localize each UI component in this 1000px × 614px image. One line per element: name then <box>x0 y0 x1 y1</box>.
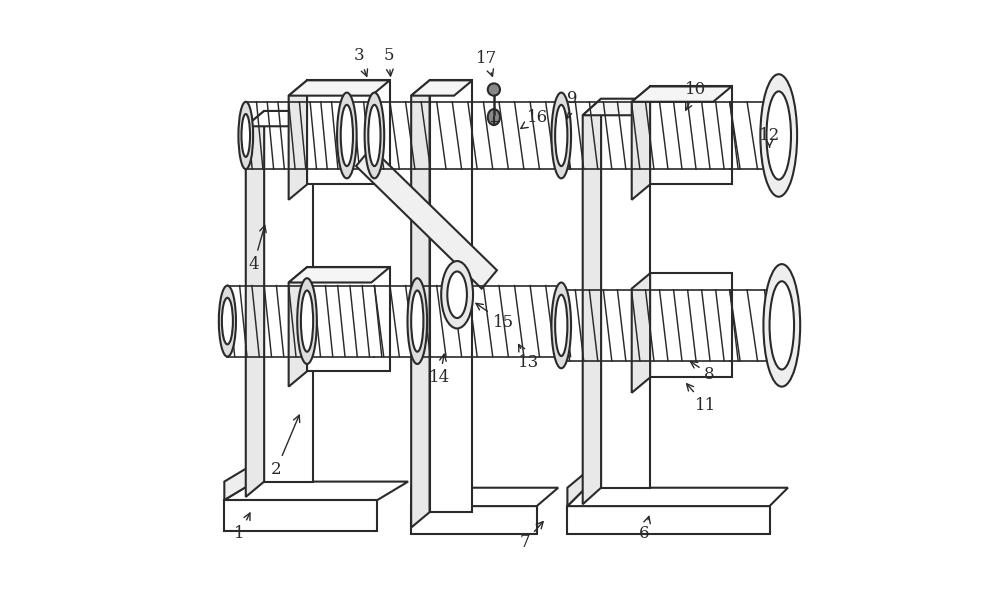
Text: 4: 4 <box>248 225 266 273</box>
Text: 17: 17 <box>476 50 497 76</box>
Polygon shape <box>583 99 650 115</box>
Ellipse shape <box>766 91 791 179</box>
Ellipse shape <box>368 105 381 166</box>
Ellipse shape <box>238 102 253 169</box>
Ellipse shape <box>337 93 357 178</box>
Polygon shape <box>289 267 307 387</box>
Polygon shape <box>307 80 390 184</box>
Ellipse shape <box>241 114 250 157</box>
Text: 11: 11 <box>687 384 716 413</box>
Text: 6: 6 <box>639 516 650 542</box>
Text: 3: 3 <box>354 47 368 76</box>
Ellipse shape <box>219 286 236 357</box>
Ellipse shape <box>763 264 800 387</box>
Ellipse shape <box>341 105 353 166</box>
Ellipse shape <box>222 298 233 344</box>
Text: 9: 9 <box>565 90 578 119</box>
Polygon shape <box>224 463 255 500</box>
Ellipse shape <box>555 295 567 356</box>
Text: 14: 14 <box>429 354 451 386</box>
Polygon shape <box>246 111 313 126</box>
Ellipse shape <box>555 105 567 166</box>
Text: 2: 2 <box>271 415 300 478</box>
Polygon shape <box>650 87 732 184</box>
Polygon shape <box>632 87 732 102</box>
Ellipse shape <box>488 84 500 96</box>
Text: 8: 8 <box>690 362 715 383</box>
Text: 1: 1 <box>234 513 250 542</box>
Text: 12: 12 <box>759 127 780 147</box>
Polygon shape <box>411 506 537 534</box>
Polygon shape <box>411 80 472 96</box>
Polygon shape <box>411 469 433 506</box>
Text: 15: 15 <box>476 303 514 331</box>
Polygon shape <box>411 488 558 506</box>
Ellipse shape <box>407 278 427 364</box>
Ellipse shape <box>365 93 384 178</box>
Polygon shape <box>224 481 408 500</box>
Polygon shape <box>567 488 788 506</box>
Ellipse shape <box>760 74 797 196</box>
Polygon shape <box>632 273 650 393</box>
Polygon shape <box>650 273 732 378</box>
Ellipse shape <box>441 261 473 328</box>
Ellipse shape <box>297 278 317 364</box>
Polygon shape <box>307 267 390 371</box>
Polygon shape <box>430 80 472 512</box>
Polygon shape <box>632 87 650 200</box>
Polygon shape <box>567 506 770 534</box>
Polygon shape <box>601 99 650 488</box>
Polygon shape <box>289 80 307 200</box>
Ellipse shape <box>551 93 571 178</box>
Polygon shape <box>289 267 390 282</box>
Ellipse shape <box>551 282 571 368</box>
Polygon shape <box>356 148 497 289</box>
Polygon shape <box>411 80 430 527</box>
Polygon shape <box>583 99 601 504</box>
Polygon shape <box>289 80 390 96</box>
Text: 7: 7 <box>519 522 543 551</box>
Text: 5: 5 <box>383 47 394 76</box>
Polygon shape <box>264 111 313 481</box>
Ellipse shape <box>770 281 794 370</box>
Text: 16: 16 <box>521 109 548 128</box>
Ellipse shape <box>488 109 500 125</box>
Text: 10: 10 <box>685 81 707 110</box>
Polygon shape <box>246 111 264 497</box>
Polygon shape <box>567 472 586 506</box>
Ellipse shape <box>301 290 313 352</box>
Ellipse shape <box>447 271 467 318</box>
Ellipse shape <box>411 290 423 352</box>
Polygon shape <box>224 500 377 530</box>
Text: 13: 13 <box>518 344 539 371</box>
